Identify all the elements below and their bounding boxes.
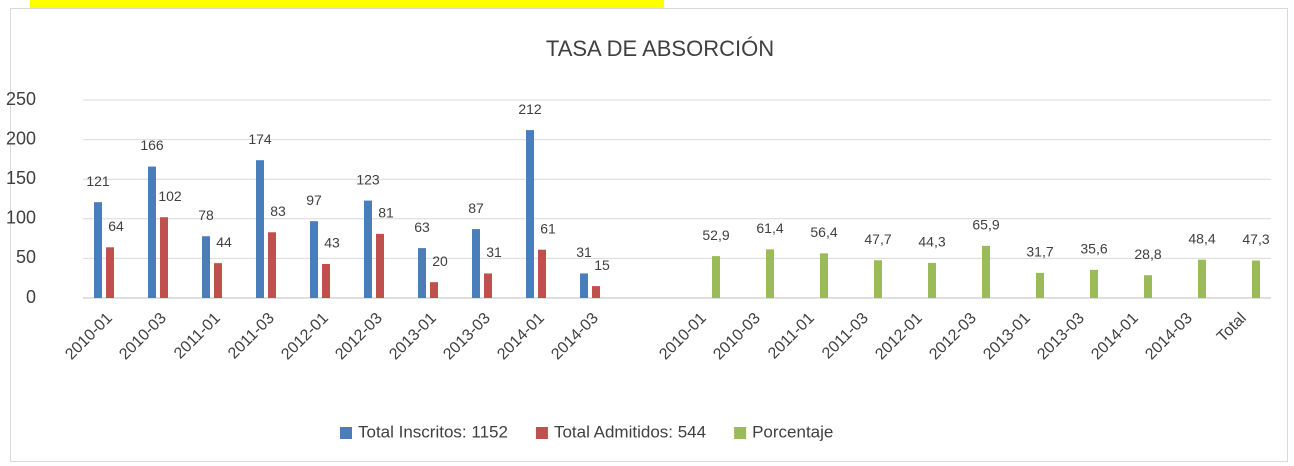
bar: [928, 262, 936, 298]
bar: [1198, 259, 1206, 298]
bar: [874, 260, 882, 298]
bar: [1144, 275, 1152, 298]
data-label: 44: [216, 234, 232, 250]
bar: [1036, 272, 1044, 298]
bar: [820, 253, 828, 298]
data-label: 31,7: [1026, 244, 1053, 260]
data-label: 174: [248, 131, 272, 147]
data-label: 123: [356, 171, 380, 187]
data-label: 61,4: [756, 220, 783, 236]
data-label: 43: [324, 235, 340, 251]
data-label: 56,4: [810, 224, 837, 240]
bar: [982, 245, 990, 298]
data-label: 64: [108, 218, 124, 234]
bar: [202, 236, 210, 298]
data-label: 83: [270, 203, 286, 219]
y-tick-label: 150: [6, 168, 36, 188]
bar: [214, 263, 222, 298]
legend-label: Total Admitidos: 544: [554, 422, 706, 441]
bar: [1252, 260, 1260, 298]
y-tick-label: 0: [26, 287, 36, 307]
data-label: 121: [86, 173, 110, 189]
bar: [106, 247, 114, 298]
bar: [538, 249, 546, 298]
data-label: 47,7: [864, 231, 891, 247]
legend-label: Porcentaje: [752, 422, 833, 441]
y-tick-label: 50: [16, 247, 36, 267]
bar: [418, 248, 426, 298]
data-label: 102: [158, 188, 182, 204]
legend-swatch: [734, 427, 747, 439]
data-label: 28,8: [1134, 246, 1161, 262]
chart-title: TASA DE ABSORCIÓN: [546, 36, 774, 61]
y-tick-label: 100: [6, 208, 36, 228]
bar: [592, 286, 600, 298]
y-tick-label: 200: [6, 128, 36, 148]
data-label: 81: [378, 205, 394, 221]
bar: [472, 229, 480, 298]
bar: [94, 202, 102, 298]
data-label: 65,9: [972, 217, 999, 233]
bar: [256, 160, 264, 298]
data-label: 87: [468, 200, 484, 216]
bar: [766, 249, 774, 298]
bar: [310, 221, 318, 298]
data-label: 61: [540, 220, 556, 236]
data-label: 166: [140, 137, 164, 153]
legend-swatch: [340, 427, 352, 439]
data-label: 52,9: [702, 227, 729, 243]
data-label: 78: [198, 207, 214, 223]
bar: [430, 282, 438, 298]
legend-label: Total Inscritos: 1152: [358, 422, 508, 441]
bar: [580, 273, 588, 298]
bar: [364, 200, 372, 298]
bar: [1090, 269, 1098, 298]
bar: [160, 217, 168, 298]
bar: [268, 232, 276, 298]
bar: [712, 256, 720, 298]
data-label: 63: [414, 219, 430, 235]
data-label: 31: [576, 244, 592, 260]
data-label: 15: [594, 257, 610, 273]
bar: [484, 273, 492, 298]
bar: [322, 263, 330, 298]
data-label: 20: [432, 253, 448, 269]
chart-border: [10, 8, 1288, 462]
bar: [526, 130, 534, 298]
bar: [376, 233, 384, 298]
data-label: 35,6: [1080, 241, 1107, 257]
data-label: 48,4: [1188, 230, 1215, 246]
data-label: 212: [518, 101, 542, 117]
data-label: 31: [486, 244, 502, 260]
data-label: 47,3: [1242, 231, 1269, 247]
y-tick-label: 250: [6, 89, 36, 109]
highlight-strip: [30, 0, 664, 8]
data-label: 44,3: [918, 234, 945, 250]
bar: [148, 166, 156, 298]
data-label: 97: [306, 192, 322, 208]
legend-swatch: [535, 427, 548, 439]
